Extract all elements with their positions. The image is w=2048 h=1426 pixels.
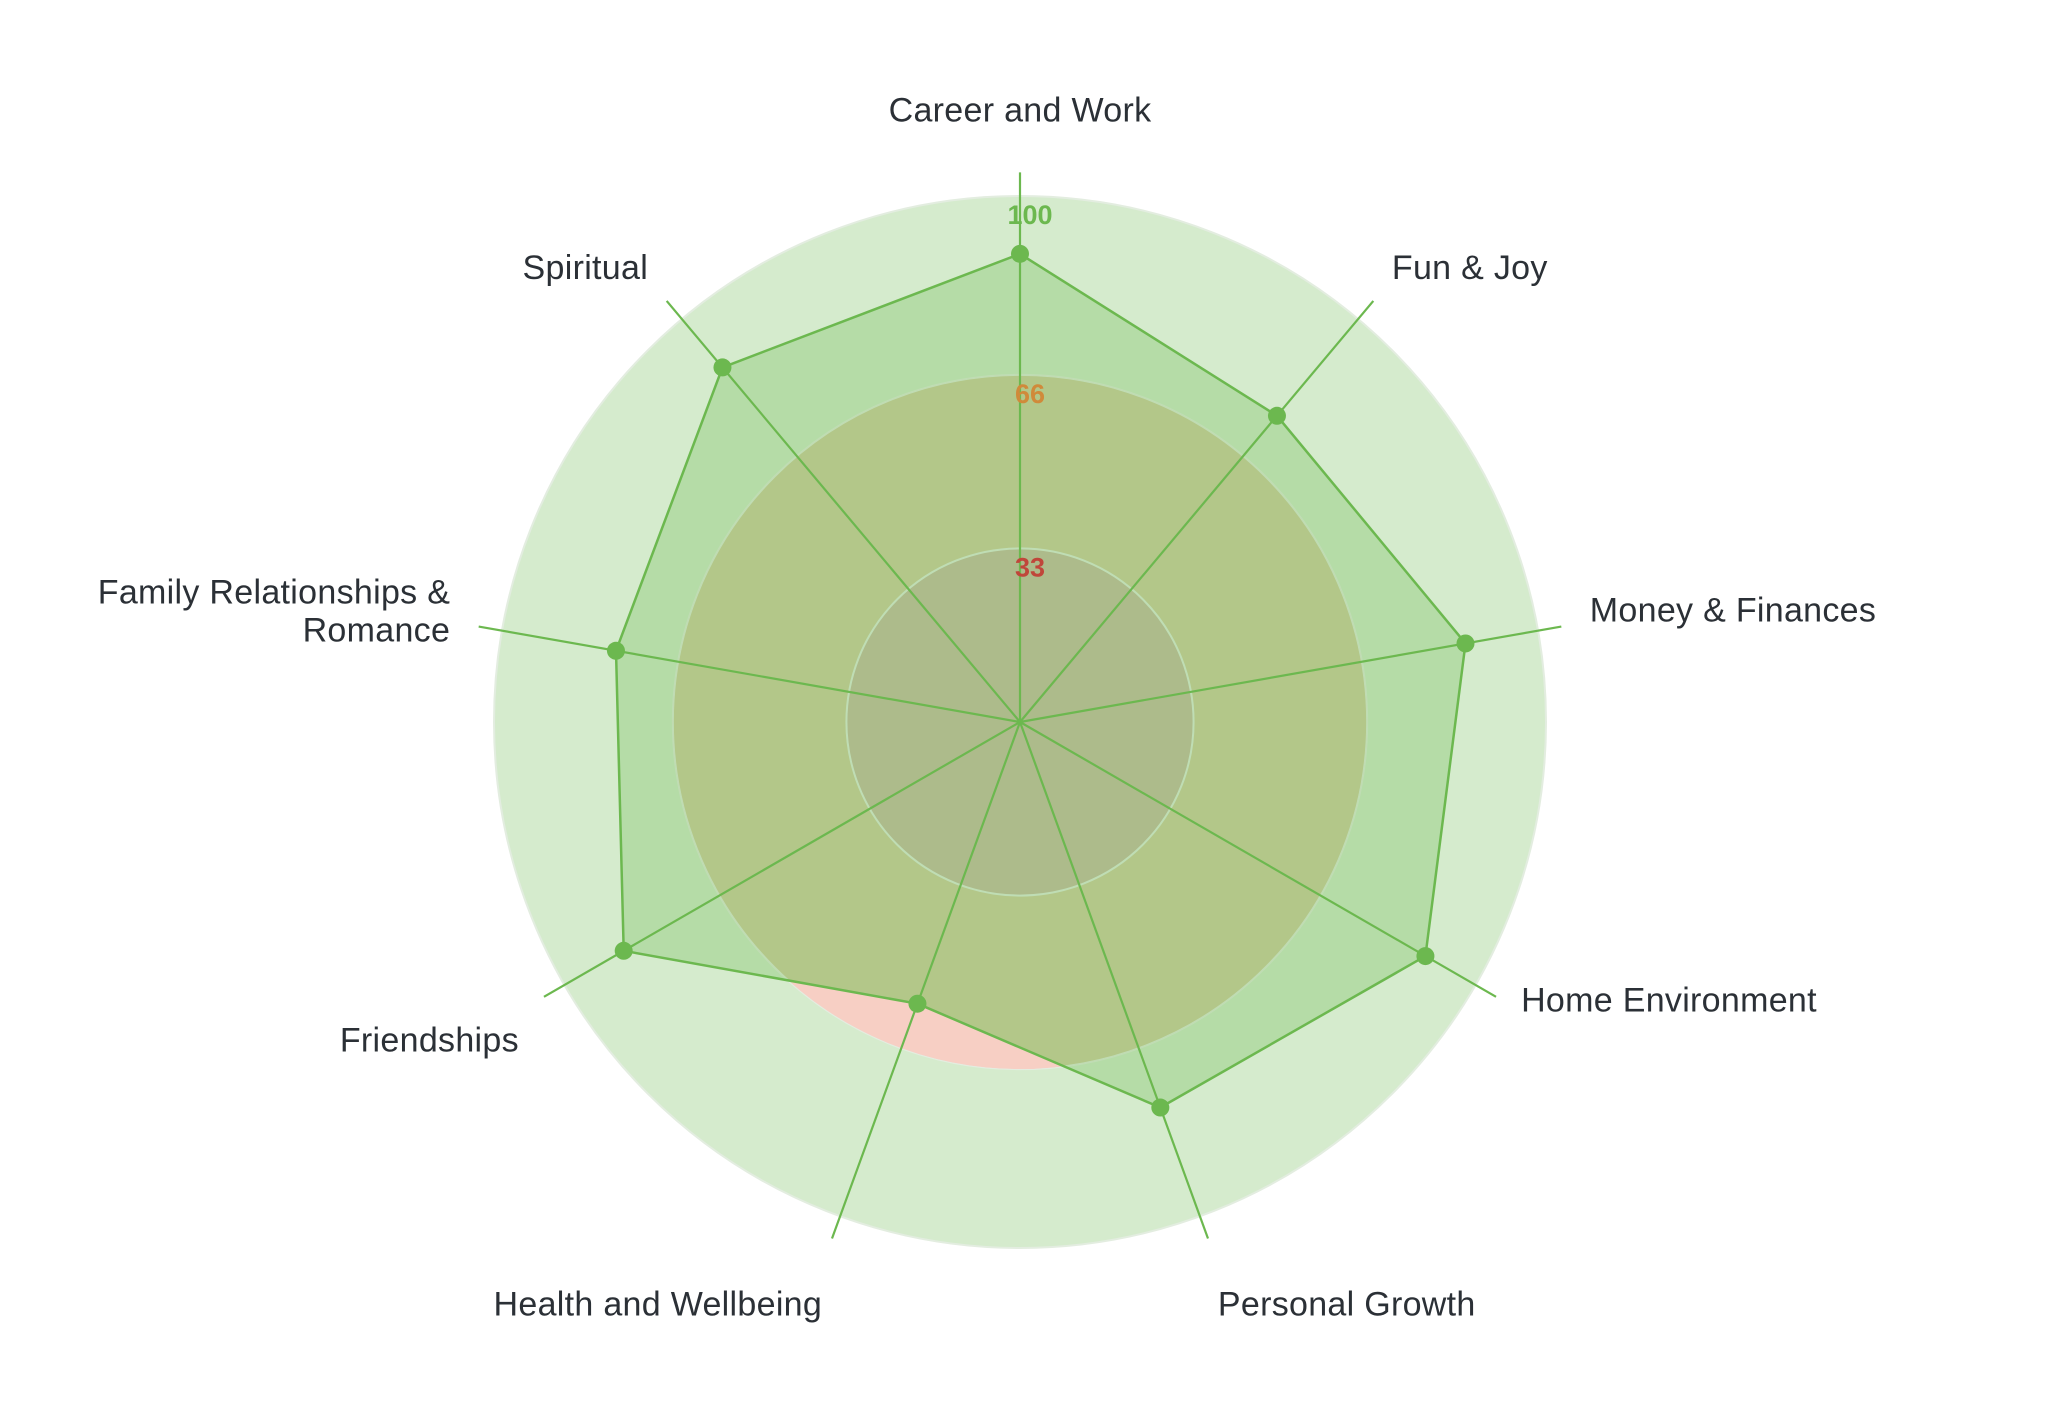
data-point (1267, 406, 1286, 425)
ring-label-66: 66 (1015, 379, 1045, 409)
data-point (713, 358, 732, 377)
axis-label: Money & Finances (1590, 592, 1876, 630)
axis-spoke (1019, 721, 1497, 998)
axis-label: Friendships (340, 1021, 519, 1059)
axis-label: Home Environment (1521, 981, 1817, 1019)
data-point (606, 641, 625, 660)
data-point (1011, 244, 1029, 263)
ring-label-100: 100 (1007, 200, 1052, 230)
series-polygon (614, 252, 1467, 1109)
axis-spoke (830, 721, 1022, 1239)
ring-label-layer: 33 66 100 (1007, 200, 1052, 582)
axis-layer (478, 172, 1562, 1239)
axis-label: Family Relationships & Romance (98, 574, 450, 650)
axis-label: Fun & Joy (1392, 249, 1548, 287)
axis-label: Spiritual (523, 249, 649, 287)
axis-spoke (1018, 721, 1210, 1239)
ring-label-33: 33 (1015, 552, 1045, 582)
axis-label: Health and Wellbeing (494, 1286, 823, 1324)
data-point (614, 941, 633, 960)
data-point (1456, 634, 1475, 653)
data-point (908, 994, 927, 1013)
series-layer (614, 252, 1467, 1109)
axis-label-layer: Career and Work Fun & Joy Money & Finances… (98, 91, 1876, 1323)
data-point (1151, 1098, 1170, 1117)
axis-label: Career and Work (889, 91, 1152, 129)
data-point (1416, 947, 1435, 966)
points-layer (606, 244, 1475, 1117)
axis-label: Personal Growth (1218, 1286, 1476, 1324)
axis-spoke (1019, 300, 1375, 723)
axis-spoke (478, 625, 1021, 724)
